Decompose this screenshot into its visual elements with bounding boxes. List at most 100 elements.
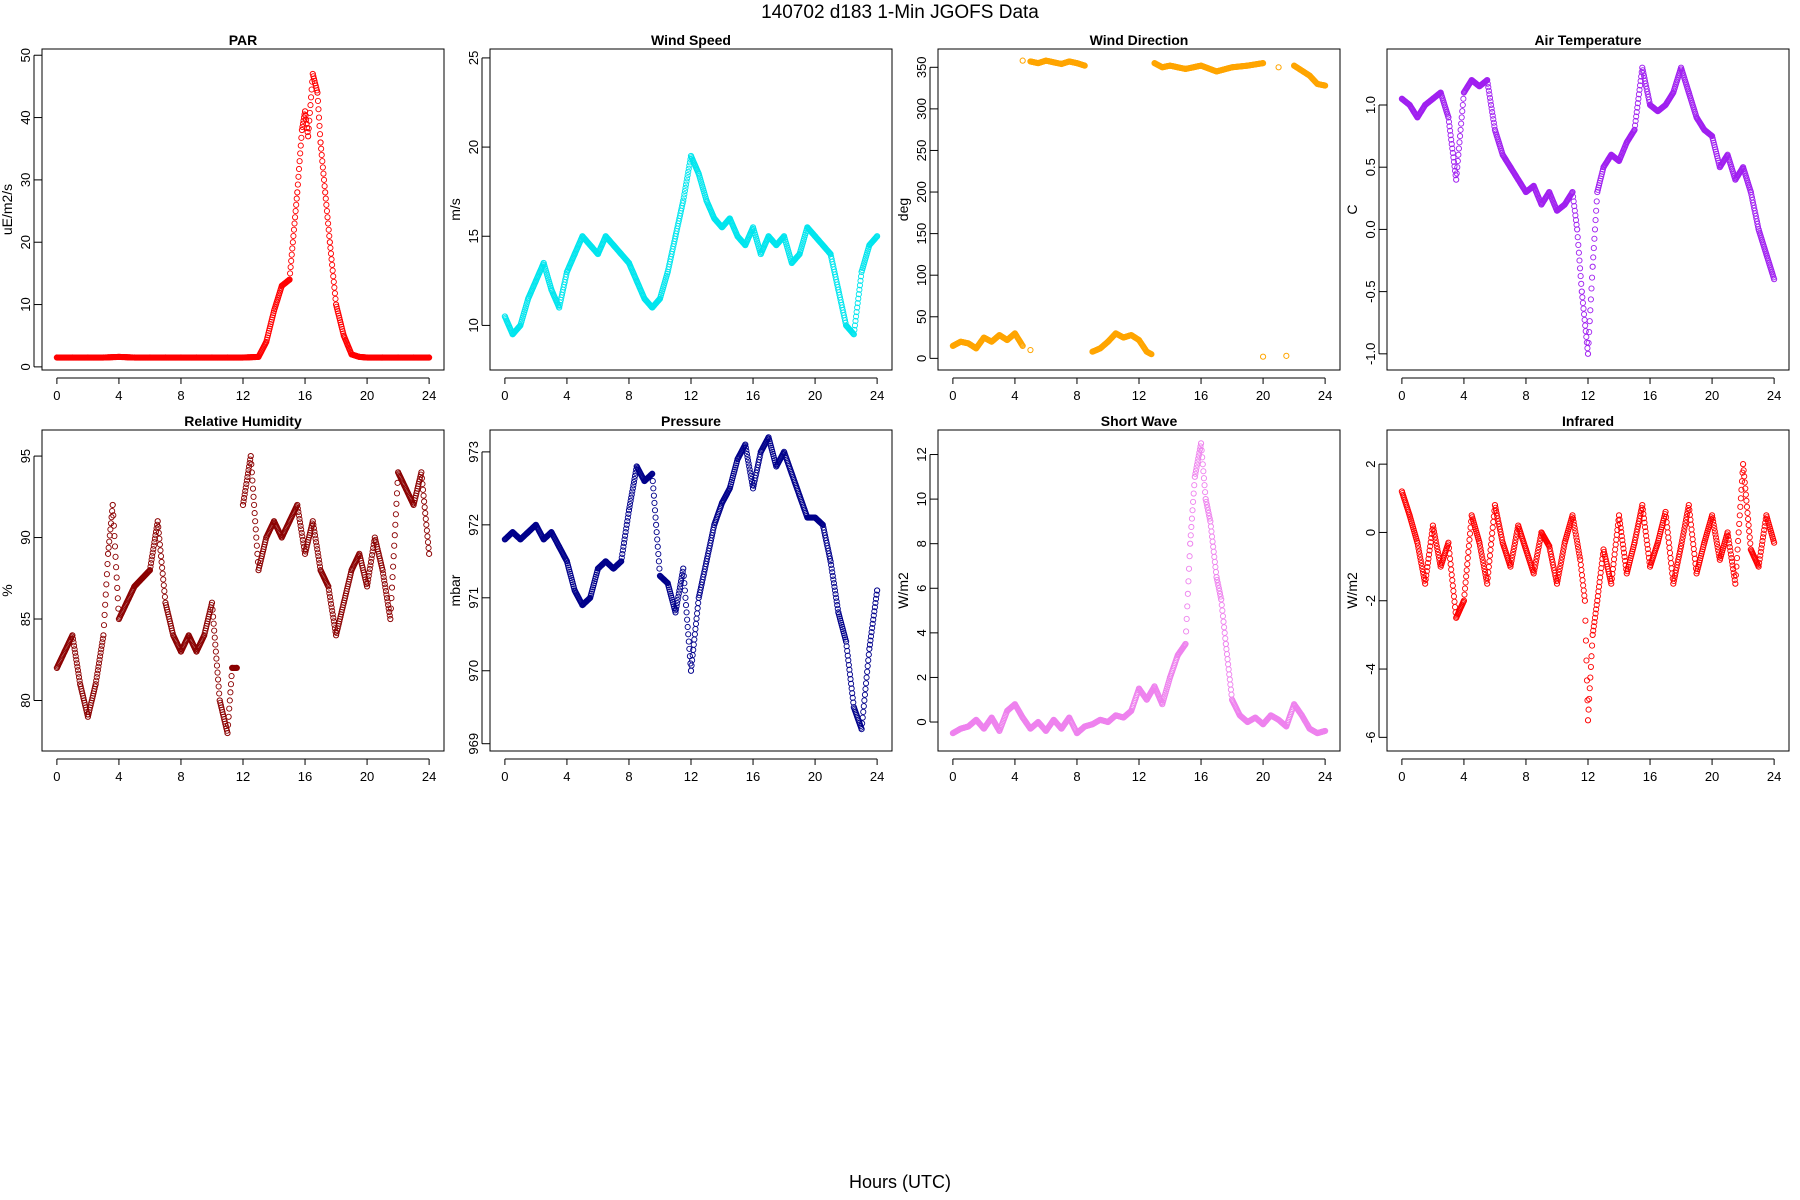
relative-humidity-data-point bbox=[309, 518, 316, 525]
short-wave-data-point bbox=[1202, 496, 1209, 503]
pressure-trail-point bbox=[654, 543, 661, 550]
relative-humidity-trail-point bbox=[102, 601, 109, 608]
par-data-point bbox=[69, 354, 76, 361]
wind-direction-data-point bbox=[988, 338, 995, 345]
air-temperature-plot-box bbox=[1386, 48, 1790, 371]
air-temperature-data-point bbox=[1437, 89, 1444, 96]
par-trail-point bbox=[319, 164, 326, 171]
par-data-point bbox=[263, 338, 270, 346]
pressure-trail-point bbox=[863, 674, 870, 681]
short-wave-trail-point bbox=[1188, 523, 1195, 531]
par-ylabel: uE/m2/s bbox=[0, 184, 15, 235]
pressure-trail-point bbox=[860, 703, 867, 710]
pressure-data-point bbox=[695, 594, 702, 601]
relative-humidity-trail-point bbox=[242, 487, 249, 495]
wind-speed-data-point bbox=[517, 322, 524, 329]
air-temperature-trail-point bbox=[1571, 203, 1578, 210]
wind-speed-trail-point bbox=[684, 172, 691, 179]
infrared-trail-point bbox=[1415, 545, 1422, 552]
relative-humidity-trail-point bbox=[315, 556, 322, 563]
air-temperature-data-point bbox=[1546, 188, 1553, 196]
wind-direction-data-point bbox=[1104, 338, 1112, 345]
par-trail-point bbox=[293, 195, 300, 202]
short-wave-trail-point bbox=[1184, 590, 1191, 597]
pressure-trail-point bbox=[861, 697, 868, 704]
air-temperature-trail-point bbox=[1572, 212, 1579, 219]
air-temperature-data-point bbox=[1739, 164, 1747, 171]
wind-speed-data-point bbox=[819, 242, 826, 249]
air-temperature-trail-point bbox=[1460, 95, 1467, 102]
short-wave-data-point bbox=[1322, 727, 1329, 735]
pressure-data-point bbox=[556, 543, 563, 550]
wind-speed-title: Wind Speed bbox=[651, 32, 731, 48]
infrared-trail-point bbox=[1430, 528, 1438, 535]
air-temperature-trail-point bbox=[1485, 87, 1492, 94]
relative-humidity-trail-point bbox=[213, 662, 221, 669]
pressure-trail-point bbox=[862, 685, 869, 693]
short-wave-data-point bbox=[1112, 712, 1119, 719]
relative-humidity-trail-point bbox=[391, 542, 398, 549]
relative-humidity-data-point bbox=[100, 632, 107, 639]
par-trail-point bbox=[323, 201, 330, 208]
wind-speed-data-point bbox=[680, 197, 687, 204]
air-temperature-data-point bbox=[1476, 83, 1483, 90]
relative-humidity-points bbox=[53, 452, 433, 737]
relative-humidity-trail-point bbox=[248, 469, 255, 476]
pressure-trail-point bbox=[829, 572, 836, 579]
relative-humidity-trail-point bbox=[330, 614, 337, 621]
relative-humidity-data-point bbox=[185, 632, 192, 639]
short-wave-trail-point bbox=[1211, 553, 1218, 560]
wind-speed-data-point bbox=[563, 268, 571, 276]
relative-humidity-data-point bbox=[332, 632, 340, 639]
air-temperature-data-point bbox=[1654, 108, 1661, 115]
wind-direction-data-point bbox=[1042, 57, 1050, 64]
wind-speed-ytick-label: 15 bbox=[466, 229, 481, 243]
air-temperature-trail-point bbox=[1582, 328, 1589, 335]
wind-speed-ytick-label: 25 bbox=[466, 51, 481, 65]
air-temperature-data-point bbox=[1515, 176, 1522, 183]
air-temperature-data-point bbox=[1639, 64, 1646, 71]
infrared-trail-point bbox=[1463, 573, 1470, 580]
pressure-trail-point bbox=[744, 454, 751, 461]
par-trail-point bbox=[331, 284, 338, 291]
wind-direction-data-point bbox=[1259, 60, 1267, 67]
wind-speed-ytick-label: 20 bbox=[466, 140, 481, 154]
relative-humidity-trail-point bbox=[157, 553, 165, 560]
infrared-trail-point bbox=[1450, 593, 1458, 600]
relative-humidity-trail-point bbox=[148, 556, 155, 563]
relative-humidity-data-point bbox=[387, 615, 394, 623]
relative-humidity-ytick-label: 80 bbox=[18, 693, 33, 707]
short-wave-data-point bbox=[1004, 707, 1011, 714]
relative-humidity-trail-point bbox=[106, 538, 113, 545]
pressure-trail-point bbox=[746, 466, 753, 473]
wind-speed-plot-box bbox=[489, 48, 893, 371]
relative-humidity-trail-point bbox=[99, 635, 106, 642]
relative-humidity-trail-point bbox=[106, 532, 113, 539]
pressure-data-point bbox=[765, 434, 772, 441]
short-wave-trail-point bbox=[1185, 578, 1192, 585]
pressure-data-point bbox=[525, 529, 532, 536]
air-temperature-data-point bbox=[1670, 89, 1677, 96]
air-temperature-trail-point bbox=[1484, 80, 1491, 87]
wind-speed-trail-point bbox=[857, 277, 864, 284]
par-data-point bbox=[224, 354, 231, 361]
short-wave-trail-point bbox=[1183, 615, 1190, 622]
relative-humidity-trail-point bbox=[294, 505, 301, 512]
pressure-data-point bbox=[726, 485, 733, 492]
infrared-trail-point bbox=[1466, 530, 1474, 537]
air-temperature-trail-point bbox=[1577, 273, 1584, 280]
pressure-data-point bbox=[757, 448, 764, 455]
par-trail-point bbox=[321, 183, 328, 190]
relative-humidity-trail-point bbox=[418, 475, 425, 482]
pressure-trail-point bbox=[647, 472, 654, 479]
figure-title: 140702 d183 1-Min JGOFS Data bbox=[761, 2, 1039, 23]
pressure-trail-point bbox=[681, 587, 688, 594]
pressure-trail-point bbox=[834, 602, 841, 609]
pressure-data-point bbox=[563, 558, 571, 565]
wind-direction-data-point bbox=[1019, 57, 1026, 64]
air-temperature-ylabel: C bbox=[1344, 204, 1360, 214]
par-data-point bbox=[317, 139, 324, 146]
par-data-point bbox=[363, 354, 371, 361]
